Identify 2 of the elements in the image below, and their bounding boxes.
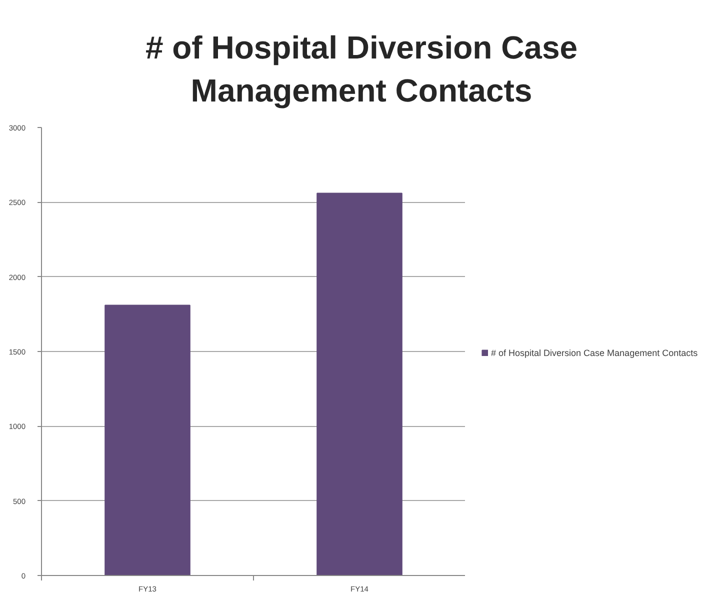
legend-label: # of Hospital Diversion Case Management Contacts xyxy=(491,348,698,358)
chart-title: # of Hospital Diversion Case Management Contacts xyxy=(145,30,578,108)
